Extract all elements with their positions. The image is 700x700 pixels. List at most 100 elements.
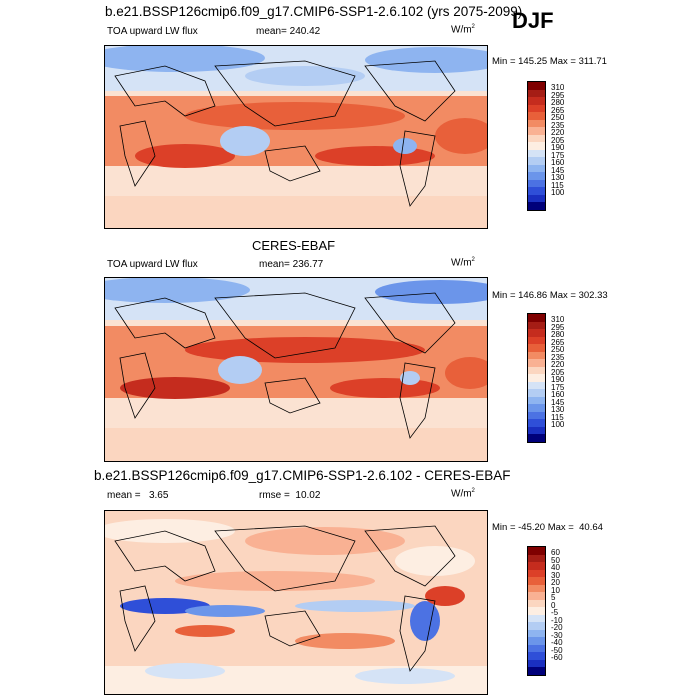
- panel-2-variable-label: TOA upward LW flux: [107, 259, 198, 270]
- colorbar-tick-label: 220: [551, 128, 565, 137]
- colorbar-tick-label: 220: [551, 360, 565, 369]
- colorbar-swatch: [528, 374, 545, 382]
- colorbar-tick-label: 250: [551, 113, 565, 122]
- colorbar-swatch: [528, 336, 545, 344]
- panel-3-units: W/m2: [451, 488, 475, 500]
- colorbar-swatch: [528, 644, 545, 652]
- colorbar-tick-label: 235: [551, 120, 565, 130]
- panel-3-mean-label: mean = 3.65: [107, 490, 169, 501]
- colorbar-swatch: [528, 584, 545, 592]
- colorbar-tick-label: 145: [551, 397, 565, 407]
- colorbar-tick-label: 310: [551, 83, 565, 92]
- colorbar-tick-label: 130: [551, 405, 565, 414]
- colorbar-swatch: [528, 434, 545, 442]
- colorbar-swatch: [528, 396, 545, 404]
- colorbar-swatch: [528, 329, 545, 337]
- colorbar-tick-label: 265: [551, 105, 565, 115]
- panel-2-minmax: Min = 146.86 Max = 302.33: [492, 290, 608, 301]
- panel-2-units: W/m2: [451, 257, 475, 269]
- colorbar-tick-label: 250: [551, 345, 565, 354]
- colorbar-tick-label: -30: [551, 630, 563, 640]
- season-label: DJF: [512, 8, 554, 33]
- colorbar-swatch: [528, 381, 545, 389]
- colorbar-swatch: [528, 419, 545, 427]
- colorbar-swatch: [528, 667, 545, 675]
- colorbar-swatch: [528, 89, 545, 97]
- colorbar-swatch: [528, 134, 545, 142]
- colorbar-swatch: [528, 97, 545, 105]
- colorbar-swatch: [528, 592, 545, 600]
- colorbar-swatch: [528, 562, 545, 570]
- colorbar-swatch: [528, 554, 545, 562]
- colorbar-swatch: [528, 194, 545, 202]
- colorbar-tick-label: 160: [551, 390, 565, 399]
- panel-2-mean-label: mean= 236.77: [259, 259, 324, 270]
- colorbar-tick-label: 280: [551, 98, 565, 107]
- colorbar-tick-label: 190: [551, 375, 565, 384]
- colorbar-tick-label: 5: [551, 593, 556, 602]
- colorbar-tick-label: 20: [551, 578, 560, 587]
- colorbar-swatch: [528, 629, 545, 637]
- panel-3-colorbar-ticks: 60 50 40 30 20 10 5 0 -5 -10 -20 -30 -40 -50 -60: [551, 549, 563, 662]
- panel-2-colorbar: [527, 313, 546, 443]
- colorbar-swatch: [528, 622, 545, 630]
- colorbar-swatch: [528, 359, 545, 367]
- colorbar-tick-label: -50: [551, 645, 563, 655]
- colorbar-swatch: [528, 637, 545, 645]
- colorbar-tick-label: 60: [551, 548, 560, 557]
- colorbar-tick-label: 0: [551, 600, 556, 610]
- panel-1-variable-label: TOA upward LW flux: [107, 26, 198, 37]
- colorbar-swatch: [528, 389, 545, 397]
- colorbar-tick-label: 265: [551, 337, 565, 347]
- colorbar-swatch: [528, 547, 545, 555]
- colorbar-tick-label: -5: [551, 608, 559, 617]
- colorbar-tick-label: -10: [551, 615, 563, 625]
- colorbar-tick-label: 100: [551, 188, 565, 197]
- colorbar-swatch: [528, 149, 545, 157]
- colorbar-swatch: [528, 179, 545, 187]
- panel-1-map-svg: [105, 46, 487, 228]
- colorbar-swatch: [528, 112, 545, 120]
- colorbar-swatch: [528, 404, 545, 412]
- panel-1-colorbar: [527, 81, 546, 211]
- colorbar-tick-label: 190: [551, 143, 565, 152]
- colorbar-tick-label: 30: [551, 570, 560, 580]
- colorbar-swatch: [528, 366, 545, 374]
- panel-3-minmax: Min = -45.20 Max = 40.64: [492, 522, 603, 533]
- colorbar-swatch: [528, 652, 545, 660]
- colorbar-tick-label: 205: [551, 135, 565, 145]
- panel-2-title: CERES-EBAF: [252, 238, 336, 253]
- colorbar-tick-label: 130: [551, 173, 565, 182]
- colorbar-swatch: [528, 119, 545, 127]
- colorbar-tick-label: -20: [551, 623, 563, 632]
- colorbar-tick-label: 100: [551, 420, 565, 429]
- panel-3-colorbar: [527, 546, 546, 676]
- colorbar-tick-label: 280: [551, 330, 565, 339]
- colorbar-swatch: [528, 351, 545, 359]
- colorbar-swatch: [528, 614, 545, 622]
- colorbar-swatch: [528, 569, 545, 577]
- colorbar-swatch: [528, 164, 545, 172]
- colorbar-swatch: [528, 127, 545, 135]
- panel-1-minmax: Min = 145.25 Max = 311.71: [492, 56, 607, 67]
- colorbar-swatch: [528, 202, 545, 210]
- colorbar-swatch: [528, 314, 545, 322]
- panel-1-mean-label: mean= 240.42: [256, 26, 321, 37]
- colorbar-swatch: [528, 157, 545, 165]
- colorbar-tick-label: 205: [551, 367, 565, 377]
- panel-2-map-svg: [105, 278, 487, 461]
- colorbar-swatch: [528, 172, 545, 180]
- panel-3-rmse-label: rmse = 10.02: [259, 490, 321, 501]
- colorbar-tick-label: 310: [551, 315, 565, 324]
- colorbar-tick-label: 295: [551, 322, 565, 332]
- colorbar-tick-label: 235: [551, 352, 565, 362]
- colorbar-tick-label: 175: [551, 150, 565, 160]
- colorbar-swatch: [528, 577, 545, 585]
- colorbar-tick-label: 115: [551, 180, 564, 190]
- colorbar-swatch: [528, 187, 545, 195]
- panel-2-map: [104, 277, 488, 462]
- colorbar-swatch: [528, 142, 545, 150]
- colorbar-swatch: [528, 344, 545, 352]
- colorbar-tick-label: 160: [551, 158, 565, 167]
- colorbar-swatch: [528, 599, 545, 607]
